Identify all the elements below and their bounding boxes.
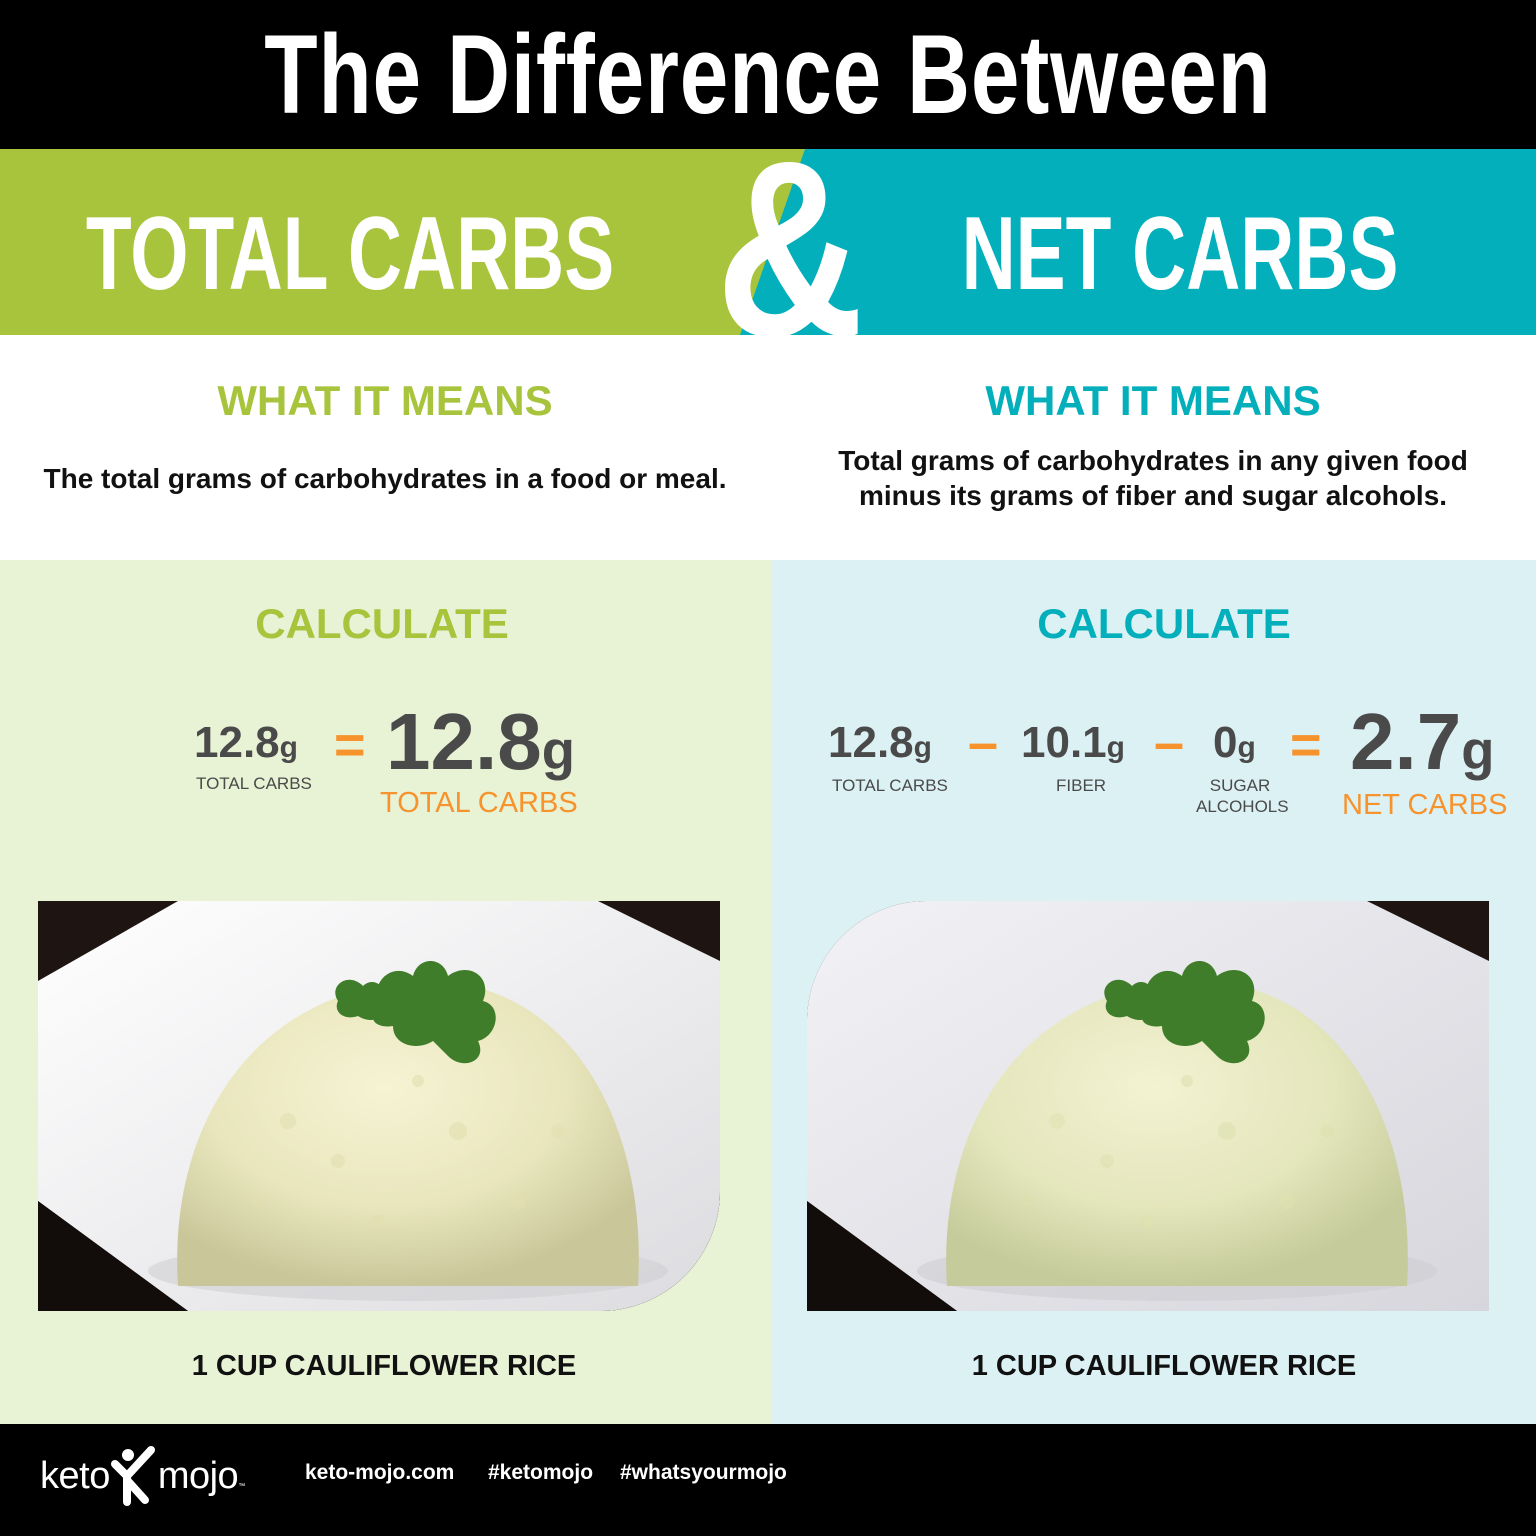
- total-carbs-term-label: TOTAL CARBS: [832, 776, 948, 795]
- calculate-heading: CALCULATE: [255, 600, 509, 647]
- ampersand-glyph: &: [715, 149, 865, 335]
- cauliflower-rice-photo: [807, 901, 1489, 1311]
- sugar-alcohols-value: 0g: [1213, 718, 1256, 767]
- fiber-value: 10.1g: [1021, 718, 1125, 767]
- cauliflower-rice-icon: [38, 901, 720, 1311]
- equals-sign: =: [1290, 715, 1322, 775]
- website-link[interactable]: keto-mojo.com: [305, 1461, 455, 1484]
- keto-mojo-logo[interactable]: keto mojo ™: [40, 1446, 245, 1506]
- photo-caption: 1 CUP CAULIFLOWER RICE: [971, 1350, 1357, 1382]
- sugar-alcohols-term-label: SUGAR ALCOHOLS: [1196, 775, 1289, 817]
- total-carbs-value: 12.8g: [194, 718, 298, 767]
- minus-sign: –: [1154, 713, 1185, 773]
- term-label-line: SUGAR: [1209, 776, 1271, 795]
- logo-word-mojo: mojo: [157, 1455, 239, 1497]
- total-carbs-result: 12.8g: [386, 697, 575, 786]
- cauliflower-rice-icon: [807, 901, 1489, 1311]
- net-carbs-definition: WHAT IT MEANS Total grams of carbohydrat…: [770, 335, 1536, 560]
- means-text-line: minus its grams of fiber and sugar alcoh…: [858, 480, 1448, 511]
- hashtag-whatsyourmojo[interactable]: #whatsyourmojo: [620, 1461, 787, 1484]
- equals-sign: =: [334, 715, 366, 775]
- means-text-line: Total grams of carbohydrates in any give…: [838, 445, 1468, 476]
- header-bar: The Difference Between: [0, 0, 1536, 149]
- banner-teal-section: [740, 149, 1536, 335]
- net-carbs-result: 2.7g: [1350, 697, 1495, 786]
- net-carbs-result-label: NET CARBS: [1342, 789, 1508, 821]
- total-carbs-definition: WHAT IT MEANS The total grams of carbohy…: [0, 335, 770, 560]
- photo-caption: 1 CUP CAULIFLOWER RICE: [191, 1350, 577, 1382]
- net-carbs-panel: CALCULATE 12.8g TOTAL CARBS – 10.1g FIBE…: [772, 560, 1536, 1424]
- footer-bar: keto mojo ™ keto-mojo.com #ketomojo #wha…: [0, 1424, 1536, 1536]
- trademark-symbol: ™: [238, 1483, 246, 1490]
- minus-sign: –: [968, 713, 999, 773]
- hashtag-ketomojo[interactable]: #ketomojo: [488, 1461, 594, 1484]
- fiber-term-label: FIBER: [1056, 776, 1107, 795]
- calculate-heading: CALCULATE: [1037, 600, 1291, 647]
- cauliflower-rice-photo: [38, 901, 720, 1311]
- logo-word-keto: keto: [40, 1455, 110, 1497]
- term-label-line: ALCOHOLS: [1196, 797, 1289, 816]
- total-carbs-result-label: TOTAL CARBS: [380, 787, 578, 819]
- title-banner: TOTAL CARBS & NET CARBS: [0, 149, 1536, 335]
- person-x-icon: [110, 1446, 155, 1506]
- total-carbs-value: 12.8g: [828, 718, 932, 767]
- means-heading: WHAT IT MEANS: [985, 377, 1321, 424]
- total-carbs-term-label: TOTAL CARBS: [196, 774, 312, 793]
- means-heading: WHAT IT MEANS: [217, 377, 553, 424]
- means-text: Total grams of carbohydrates in any give…: [770, 443, 1536, 513]
- page-title: The Difference Between: [264, 11, 1272, 137]
- means-text: The total grams of carbohydrates in a fo…: [43, 463, 727, 494]
- total-carbs-panel: CALCULATE 12.8g TOTAL CARBS = 12.8g TOTA…: [0, 560, 772, 1424]
- total-carbs-title: TOTAL CARBS: [85, 196, 615, 312]
- net-carbs-title: NET CARBS: [961, 196, 1399, 312]
